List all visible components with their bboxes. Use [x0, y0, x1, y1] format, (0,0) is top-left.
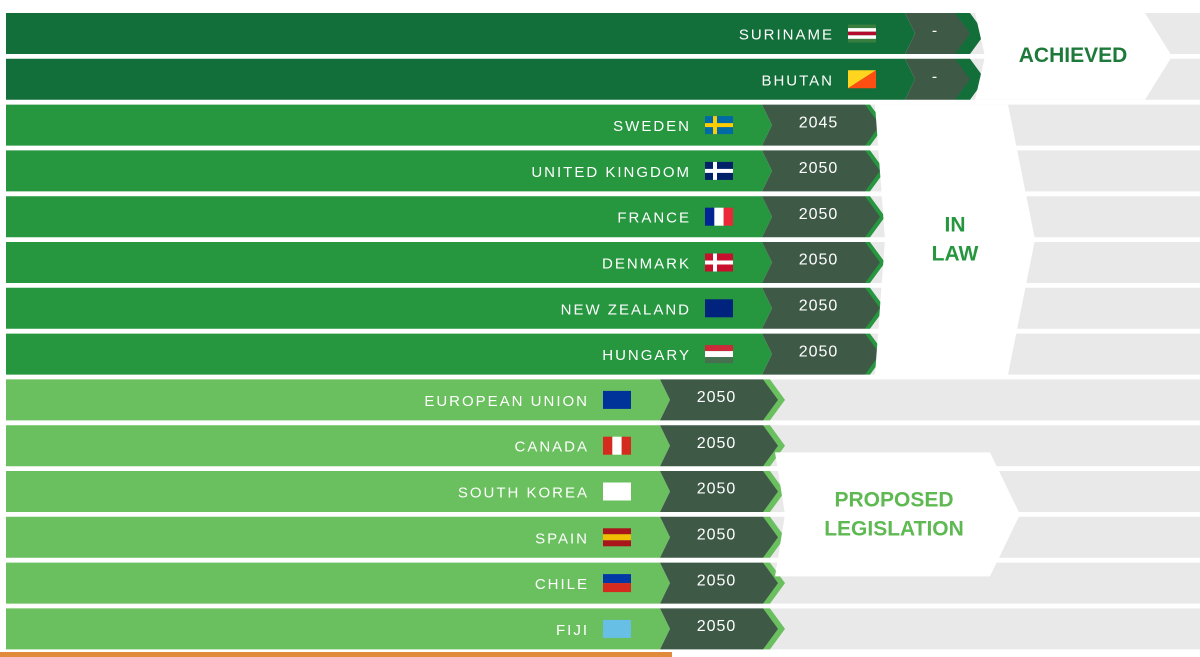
year-box: [660, 562, 778, 604]
country-name: HUNGARY: [602, 347, 691, 364]
flag: [705, 168, 733, 173]
country-name: BHUTAN: [761, 72, 834, 89]
year-box: [762, 150, 880, 192]
year-box: [660, 425, 778, 467]
flag: [705, 345, 733, 352]
year-box: [660, 379, 778, 421]
year-box: [762, 196, 880, 238]
row-bar: [6, 150, 772, 192]
year: 2050: [697, 435, 737, 452]
group-label-area: [875, 104, 1035, 375]
flag: [603, 482, 631, 501]
row-bar: [6, 104, 772, 146]
row-background: [765, 608, 1200, 650]
flag: [603, 574, 631, 584]
year-box: [905, 13, 970, 54]
year: 2050: [697, 481, 737, 498]
year: 2050: [697, 527, 737, 544]
year: 2050: [697, 389, 737, 406]
country-name: EUROPEAN UNION: [424, 393, 589, 410]
flag: [603, 436, 613, 455]
flag: [848, 38, 876, 43]
year: 2050: [799, 160, 839, 177]
row-bar: [6, 562, 670, 604]
group-label: IN LAW: [932, 213, 979, 265]
row-bar: [6, 379, 670, 421]
row-bar: [6, 13, 915, 54]
country-name: CANADA: [514, 439, 589, 456]
group-label-area: [775, 452, 1020, 577]
country-name: SPAIN: [535, 530, 589, 547]
next-section-strip: [0, 652, 672, 657]
flag: [714, 207, 724, 226]
row-bar: [6, 471, 670, 512]
row-bar: [6, 425, 670, 467]
flag: [848, 31, 876, 36]
year: 2045: [799, 114, 839, 131]
row-background: [765, 379, 1200, 421]
country-name: CHILE: [535, 576, 589, 593]
country-name: SWEDEN: [613, 118, 691, 135]
group-label: ACHIEVED: [1019, 44, 1128, 67]
country-name: UNITED KINGDOM: [531, 164, 691, 181]
country-name: FIJI: [556, 622, 589, 639]
group-label-area: [975, 13, 1172, 100]
flag: [705, 123, 733, 128]
row-bar: [6, 58, 915, 100]
year-box: [660, 516, 778, 558]
year-box: [660, 471, 778, 512]
country-name: SURINAME: [739, 26, 834, 43]
flag: [603, 619, 631, 638]
year: -: [932, 23, 938, 40]
year-box: [762, 333, 880, 375]
flag: [848, 35, 876, 39]
country-name: SOUTH KOREA: [458, 484, 589, 501]
country-name: NEW ZEALAND: [561, 301, 691, 318]
year: 2050: [799, 298, 839, 315]
flag: [705, 207, 715, 226]
flag: [603, 390, 631, 409]
flag: [723, 207, 733, 226]
flag: [848, 70, 876, 89]
year: 2050: [799, 343, 839, 360]
flag: [603, 534, 631, 541]
flag: [848, 28, 876, 32]
flag: [705, 357, 733, 364]
year: 2050: [799, 252, 839, 269]
year: -: [932, 69, 938, 86]
row-bar: [6, 196, 772, 238]
year: 2050: [799, 206, 839, 223]
year: 2050: [697, 572, 737, 589]
year-box: [905, 58, 970, 100]
row-bar: [6, 516, 670, 558]
flag: [603, 540, 631, 547]
year-box: [762, 242, 880, 283]
year-box: [762, 287, 880, 329]
row-bar: [6, 608, 670, 650]
flag: [705, 299, 733, 318]
year-box: [660, 608, 778, 650]
flag: [705, 260, 733, 265]
row-bar: [6, 333, 772, 375]
country-name: FRANCE: [617, 210, 691, 227]
group-label: PROPOSED LEGISLATION: [824, 488, 964, 540]
flag: [603, 528, 631, 535]
flag: [603, 583, 631, 593]
year: 2050: [697, 618, 737, 635]
flag: [848, 24, 876, 29]
flag: [705, 351, 733, 358]
country-name: DENMARK: [602, 255, 691, 272]
row-bar: [6, 242, 772, 283]
row-bar: [6, 287, 772, 329]
flag: [612, 436, 622, 455]
flag: [621, 436, 631, 455]
year-box: [762, 104, 880, 146]
